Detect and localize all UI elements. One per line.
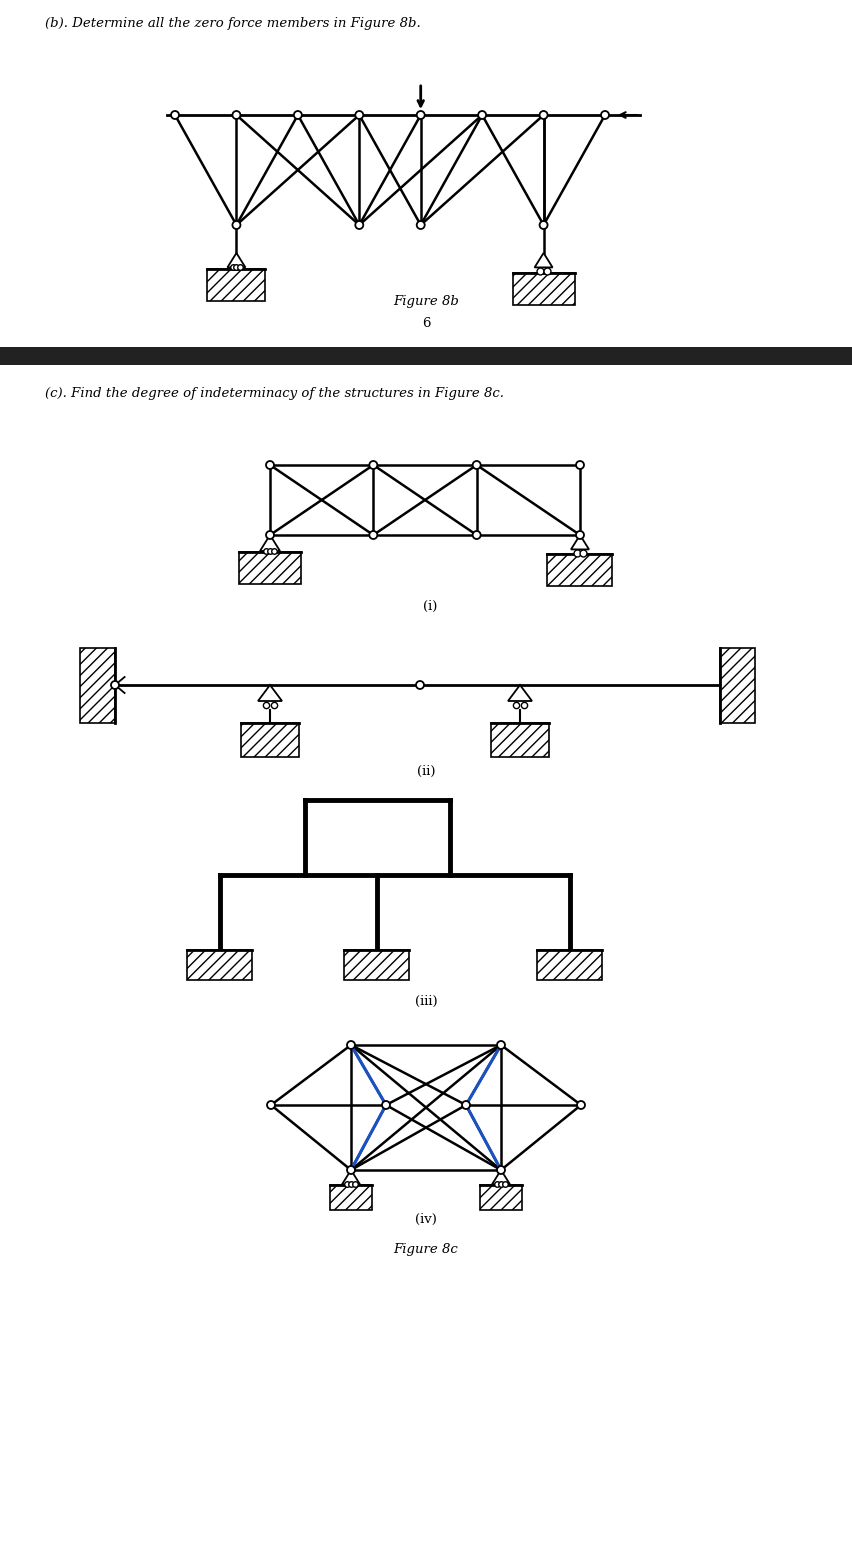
Polygon shape bbox=[547, 554, 612, 587]
Circle shape bbox=[266, 531, 273, 538]
Polygon shape bbox=[344, 950, 409, 980]
Circle shape bbox=[293, 111, 302, 119]
Text: (b). Determine all the zero force members in Figure 8b.: (b). Determine all the zero force member… bbox=[45, 17, 420, 30]
Circle shape bbox=[355, 111, 363, 119]
Circle shape bbox=[369, 531, 377, 538]
Circle shape bbox=[382, 1102, 389, 1110]
Polygon shape bbox=[491, 723, 549, 757]
Circle shape bbox=[539, 221, 547, 228]
Circle shape bbox=[417, 111, 424, 119]
Polygon shape bbox=[570, 535, 589, 549]
Text: (iii): (iii) bbox=[414, 995, 437, 1008]
Text: 6: 6 bbox=[421, 318, 429, 330]
Polygon shape bbox=[257, 685, 282, 701]
Polygon shape bbox=[534, 254, 552, 268]
Circle shape bbox=[462, 1102, 469, 1110]
Polygon shape bbox=[260, 535, 279, 551]
Polygon shape bbox=[342, 1171, 360, 1185]
Circle shape bbox=[266, 462, 273, 469]
Circle shape bbox=[575, 531, 584, 538]
Circle shape bbox=[232, 221, 240, 228]
Circle shape bbox=[347, 1041, 354, 1049]
Circle shape bbox=[232, 111, 240, 119]
Circle shape bbox=[478, 111, 486, 119]
Polygon shape bbox=[719, 648, 754, 723]
Circle shape bbox=[576, 1102, 584, 1110]
Polygon shape bbox=[187, 950, 252, 980]
Polygon shape bbox=[537, 950, 602, 980]
Text: (iv): (iv) bbox=[415, 1213, 436, 1225]
Circle shape bbox=[417, 221, 424, 228]
Circle shape bbox=[601, 111, 608, 119]
Circle shape bbox=[369, 462, 377, 469]
Polygon shape bbox=[227, 254, 245, 268]
Text: (c). Find the degree of indeterminacy of the structures in Figure 8c.: (c). Find the degree of indeterminacy of… bbox=[45, 387, 504, 401]
Polygon shape bbox=[239, 552, 301, 584]
Text: (ii): (ii) bbox=[417, 765, 435, 778]
Circle shape bbox=[539, 111, 547, 119]
Polygon shape bbox=[330, 1185, 371, 1210]
Circle shape bbox=[497, 1166, 504, 1174]
Polygon shape bbox=[241, 723, 299, 757]
Circle shape bbox=[416, 681, 423, 689]
Polygon shape bbox=[0, 347, 852, 365]
Polygon shape bbox=[207, 269, 265, 302]
Circle shape bbox=[170, 111, 179, 119]
Polygon shape bbox=[508, 685, 532, 701]
Circle shape bbox=[575, 462, 584, 469]
Circle shape bbox=[497, 1041, 504, 1049]
Polygon shape bbox=[80, 648, 115, 723]
Text: (i): (i) bbox=[423, 599, 437, 613]
Circle shape bbox=[111, 681, 119, 689]
Circle shape bbox=[472, 531, 481, 538]
Polygon shape bbox=[512, 274, 574, 305]
Circle shape bbox=[267, 1102, 274, 1110]
Circle shape bbox=[347, 1166, 354, 1174]
Circle shape bbox=[355, 221, 363, 228]
Circle shape bbox=[472, 462, 481, 469]
Text: Figure 8b: Figure 8b bbox=[393, 294, 458, 308]
Polygon shape bbox=[480, 1185, 521, 1210]
Polygon shape bbox=[492, 1171, 509, 1185]
Text: Figure 8c: Figure 8c bbox=[393, 1243, 458, 1257]
